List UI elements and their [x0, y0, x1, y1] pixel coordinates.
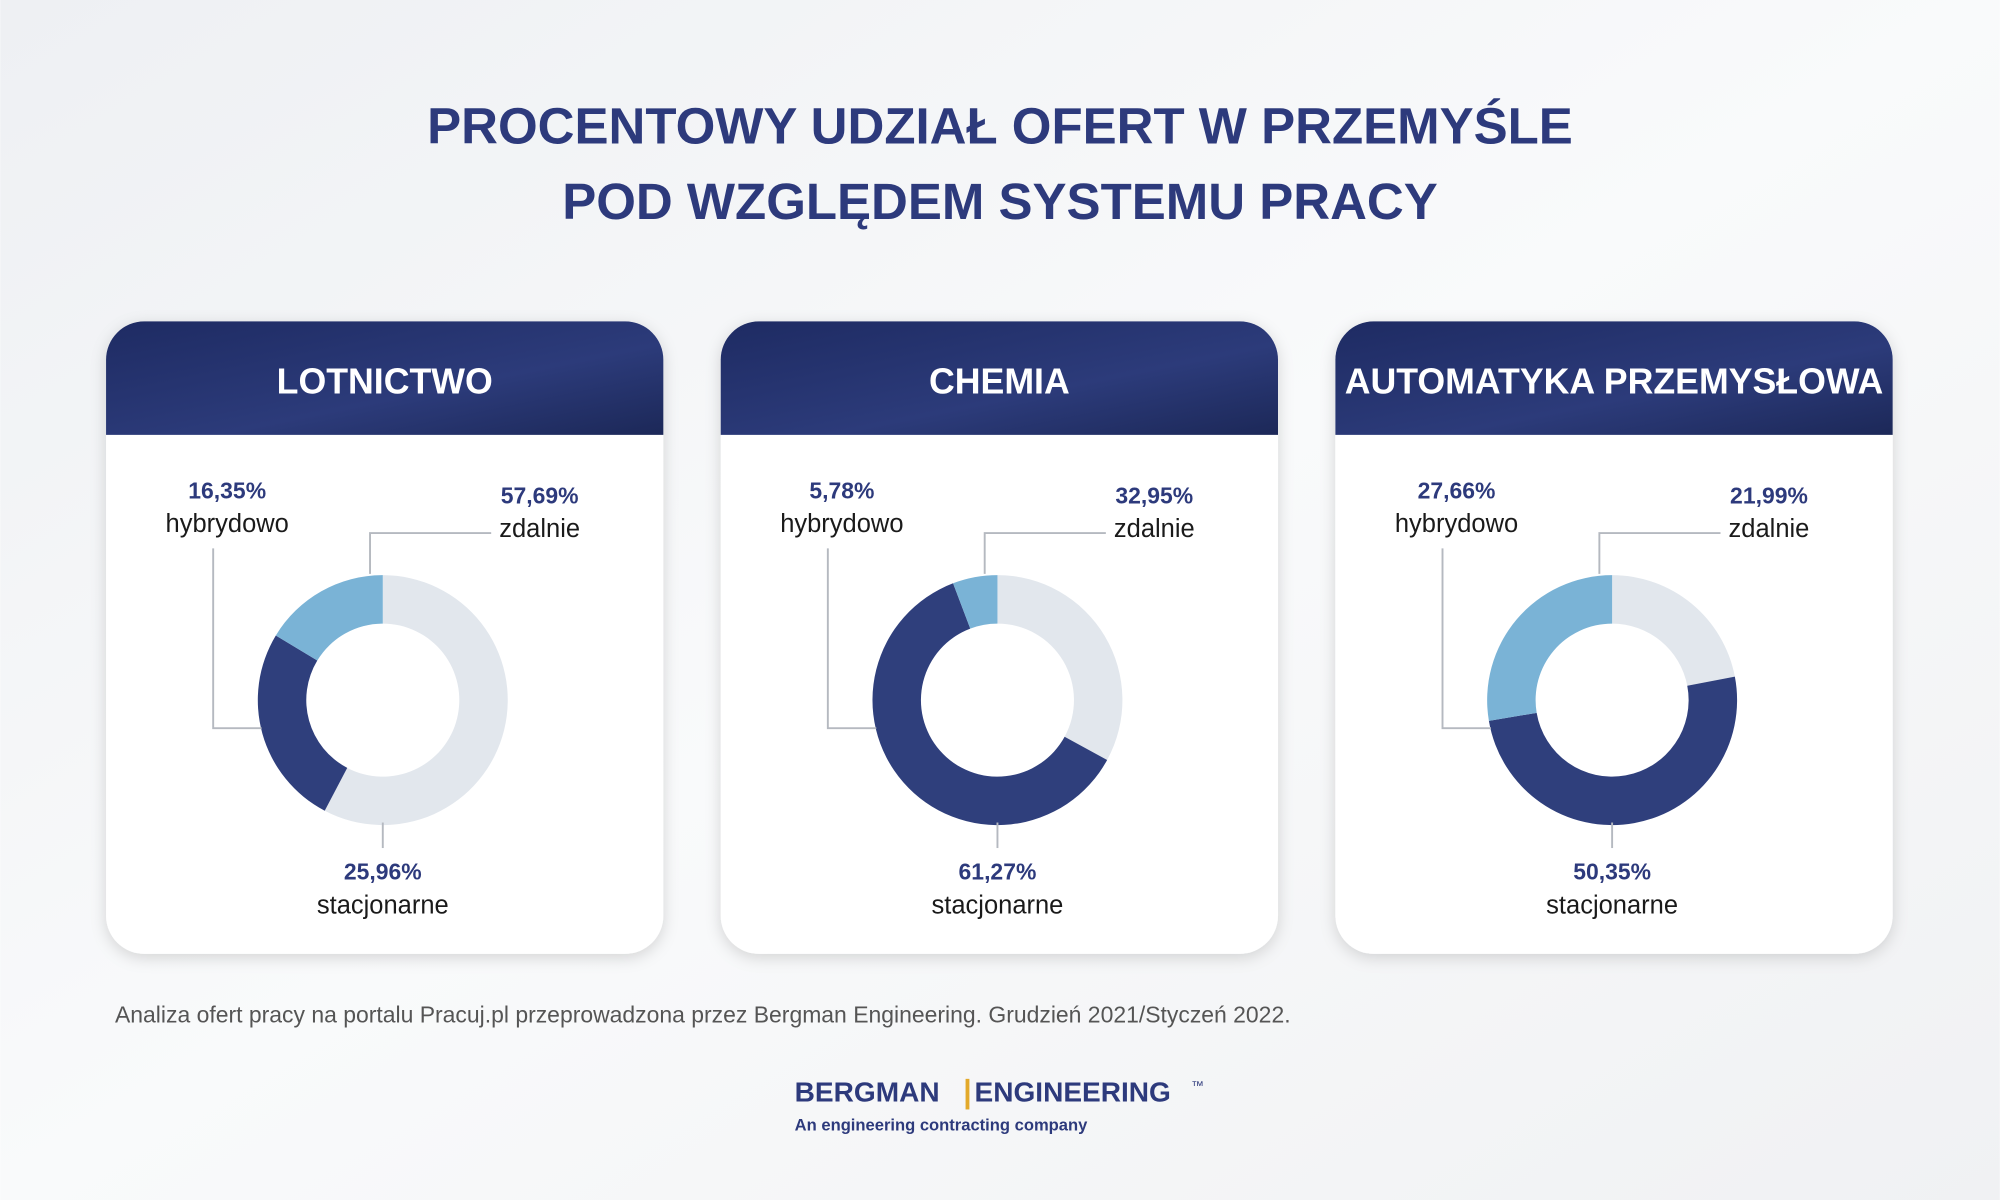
logo-mark: ™ — [1191, 1078, 1204, 1093]
category-label: hybrydowo — [166, 510, 289, 538]
category-label: zdalnie — [1114, 515, 1195, 543]
leader-line — [1598, 532, 1721, 574]
card-title: LOTNICTWO — [277, 361, 493, 401]
card: AUTOMATYKA PRZEMYSŁOWA 21,99% zdalnie 50,35… — [1335, 321, 1893, 954]
title-line: POD WZGLĘDEM SYSTEMU PRACY — [562, 173, 1438, 230]
logo-tagline: An engineering contracting company — [795, 1115, 1088, 1134]
donut-segment — [872, 583, 1108, 826]
donut-segment — [275, 575, 383, 661]
value-label: 16,35% — [188, 477, 266, 503]
leader-line — [212, 548, 262, 730]
donut-segment — [324, 575, 508, 826]
category-label: hybrydowo — [1395, 510, 1518, 538]
leader-line — [983, 532, 1106, 574]
donut-segment — [1487, 575, 1613, 721]
category-label: stacjonarne — [317, 891, 449, 919]
donut-segment — [1612, 575, 1735, 686]
donut-segment — [953, 575, 998, 629]
category-label: zdalnie — [499, 515, 580, 543]
value-label: 61,27% — [959, 859, 1037, 885]
card-header — [106, 321, 664, 435]
cards: LOTNICTWO 57,69% zdalnie 25,96% stacjonarne 1… — [106, 321, 1893, 954]
footnote: Analiza ofert pracy na portalu Pracuj.pl… — [115, 1001, 1291, 1027]
category-label: stacjonarne — [1546, 891, 1678, 919]
value-label: 50,35% — [1573, 859, 1651, 885]
value-label: 21,99% — [1730, 482, 1808, 508]
value-label: 32,95% — [1115, 482, 1193, 508]
leader-line — [1441, 548, 1491, 730]
card: LOTNICTWO 57,69% zdalnie 25,96% stacjonarne 1… — [106, 321, 664, 954]
card-header — [1335, 321, 1893, 435]
category-label: zdalnie — [1729, 515, 1810, 543]
card-body — [106, 321, 664, 954]
donut-segment — [257, 635, 348, 811]
donut-segment — [997, 575, 1123, 760]
card-body — [1335, 321, 1893, 954]
category-label: hybrydowo — [780, 510, 903, 538]
card-title: AUTOMATYKA PRZEMYSŁOWA — [1345, 361, 1884, 401]
category-label: stacjonarne — [932, 891, 1064, 919]
donut-segment — [1488, 676, 1738, 826]
value-label: 5,78% — [809, 477, 874, 503]
title-line: PROCENTOWY UDZIAŁ OFERT W PRZEMYŚLE — [427, 98, 1573, 155]
card-title: CHEMIA — [929, 361, 1070, 401]
logo: BERGMAN ENGINEERING ™ An engineering con… — [795, 1077, 1204, 1135]
value-label: 57,69% — [501, 482, 579, 508]
value-label: 27,66% — [1418, 477, 1496, 503]
leader-line — [369, 532, 492, 574]
value-label: 25,96% — [344, 859, 422, 885]
logo-right: ENGINEERING — [974, 1077, 1170, 1108]
title: PROCENTOWY UDZIAŁ OFERT W PRZEMYŚLE POD … — [427, 98, 1573, 230]
leader-line — [826, 548, 877, 730]
card: CHEMIA 32,95% zdalnie 61,27% stacjonarne 5,78… — [720, 321, 1279, 954]
card-body — [720, 321, 1279, 954]
logo-bar — [965, 1078, 970, 1110]
logo-left: BERGMAN — [795, 1077, 940, 1108]
card-header — [720, 321, 1279, 435]
